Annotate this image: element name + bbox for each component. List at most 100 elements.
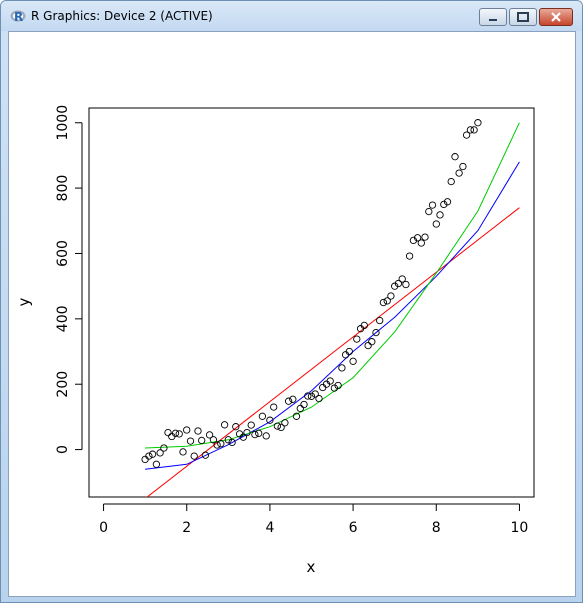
data-point <box>152 460 161 468</box>
x-tick-label: 4 <box>265 520 274 536</box>
r-logo-icon: R <box>10 10 26 24</box>
data-point <box>251 430 259 439</box>
data-point <box>262 432 270 440</box>
data-point <box>145 452 153 460</box>
data-point <box>247 421 255 429</box>
x-tick-label: 2 <box>182 520 191 536</box>
data-point <box>315 394 323 403</box>
x-axis: 0 2 4 6 8 10 <box>99 503 529 536</box>
data-point <box>470 126 478 134</box>
y-tick-label: 1000 <box>55 105 71 141</box>
data-point <box>421 233 429 241</box>
data-point <box>220 421 229 429</box>
data-point <box>436 211 444 219</box>
data-point <box>459 162 467 171</box>
data-point <box>432 220 440 228</box>
data-point <box>179 448 187 456</box>
data-point <box>175 430 183 438</box>
data-point <box>455 169 463 177</box>
data-point <box>451 153 459 161</box>
data-point <box>413 234 422 242</box>
data-point <box>425 207 433 216</box>
data-point <box>243 428 251 437</box>
data-point <box>353 335 361 343</box>
y-axis-label: y <box>15 297 33 306</box>
data-point <box>190 452 198 460</box>
x-tick-label: 10 <box>511 520 529 536</box>
data-point <box>462 131 471 139</box>
data-point <box>224 436 232 444</box>
data-point <box>292 412 301 420</box>
data-point <box>205 431 214 439</box>
data-point <box>345 347 353 356</box>
close-icon <box>551 12 561 22</box>
y-tick-label: 400 <box>55 305 71 332</box>
data-point <box>284 397 293 405</box>
window-title: R Graphics: Device 2 (ACTIVE) <box>31 9 213 23</box>
x-axis-label: x <box>307 558 316 576</box>
data-point <box>364 341 372 350</box>
svg-text:R: R <box>14 10 23 24</box>
data-point <box>198 436 206 445</box>
data-point <box>277 423 285 432</box>
close-button[interactable] <box>539 8 573 26</box>
data-point <box>156 449 164 457</box>
maximize-icon <box>517 12 529 22</box>
data-point <box>213 441 221 449</box>
data-point <box>379 298 388 307</box>
data-point <box>372 328 380 337</box>
maximize-button[interactable] <box>509 8 537 26</box>
data-point <box>447 177 455 186</box>
data-point <box>217 440 225 448</box>
x-tick-label: 0 <box>99 520 108 536</box>
data-point <box>391 282 399 290</box>
data-point <box>239 433 247 441</box>
fit-lines <box>145 122 520 497</box>
data-point <box>387 292 395 300</box>
data-point <box>270 403 278 411</box>
data-point <box>300 400 308 409</box>
data-point <box>201 451 210 459</box>
data-point <box>334 381 342 390</box>
data-point <box>402 280 410 289</box>
fit-line-2 <box>145 161 520 470</box>
data-point <box>148 450 157 458</box>
data-point <box>330 384 339 392</box>
data-point <box>417 239 425 247</box>
y-tick-label: 200 <box>55 371 71 398</box>
data-point <box>258 412 267 420</box>
data-point <box>319 383 327 392</box>
title-bar[interactable]: R R Graphics: Device 2 (ACTIVE) <box>1 1 582 31</box>
data-point <box>141 455 149 464</box>
data-point <box>368 338 376 346</box>
scatter-plot: 0 2 4 6 8 10 0 200 400 600 800 1000 x y <box>15 105 535 576</box>
minimize-button[interactable] <box>479 8 507 26</box>
data-point <box>440 200 448 209</box>
data-point <box>164 428 172 437</box>
data-point <box>186 437 195 445</box>
data-point <box>405 252 414 260</box>
y-tick-label: 800 <box>55 175 71 202</box>
data-point <box>266 416 274 424</box>
data-point <box>183 426 191 434</box>
data-point <box>326 377 334 385</box>
data-point <box>296 404 304 413</box>
data-point <box>171 429 180 437</box>
plot-area <box>88 107 535 498</box>
data-point <box>383 297 391 305</box>
data-point <box>281 419 289 427</box>
data-point <box>376 316 384 325</box>
y-tick-label: 600 <box>55 240 71 267</box>
data-point <box>443 198 452 206</box>
x-tick-label: 6 <box>349 520 358 536</box>
data-point <box>409 236 418 245</box>
data-point <box>255 429 263 437</box>
x-tick-label: 8 <box>432 520 441 536</box>
y-tick-label: 0 <box>55 445 71 454</box>
data-point <box>349 357 357 365</box>
data-point <box>228 438 236 447</box>
fit-line-3 <box>145 122 520 449</box>
data-point <box>232 423 240 431</box>
data-points <box>141 119 482 468</box>
